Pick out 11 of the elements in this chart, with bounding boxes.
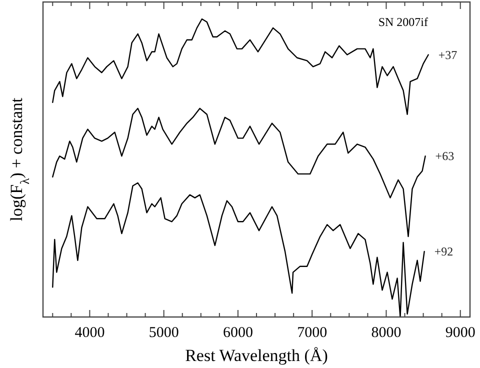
series-label: +63 (435, 149, 454, 164)
series-label: +92 (434, 244, 454, 258)
annotation: SN 2007if (378, 15, 428, 29)
x-tick-label: 6000 (222, 325, 253, 341)
x-tick-label: 5000 (148, 325, 179, 341)
x-tick-label: 7000 (297, 325, 328, 341)
x-tick-label: 4000 (74, 325, 105, 341)
x-axis-title: Rest Wavelength (Å) (185, 346, 328, 365)
x-tick-label: 8000 (371, 325, 402, 341)
x-tick-label: 9000 (445, 325, 476, 341)
series-label: +37 (438, 48, 458, 62)
